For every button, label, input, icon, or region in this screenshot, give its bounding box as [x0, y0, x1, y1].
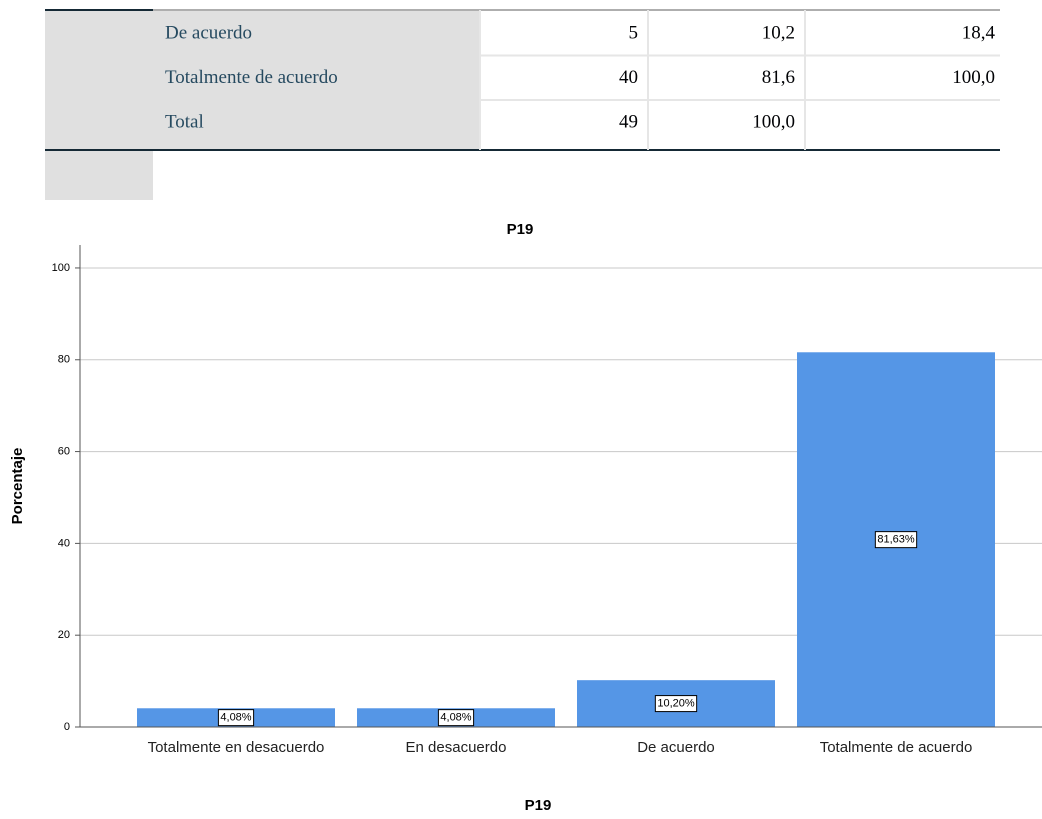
value-label: 4,08% [220, 712, 251, 724]
y-tick-label: 100 [52, 262, 70, 274]
cell: 81,6 [762, 67, 795, 88]
x-tick-label: En desacuerdo [406, 739, 507, 756]
cell: 100,0 [752, 112, 795, 133]
cell: 10,2 [762, 23, 795, 44]
cell: 5 [629, 23, 639, 44]
x-tick-label: De acuerdo [637, 739, 715, 756]
value-label-box [437, 709, 475, 727]
value-label-box [874, 531, 918, 549]
value-label-box [217, 709, 255, 727]
cell: 100,0 [952, 67, 995, 88]
row-label: Totalmente de acuerdo [165, 67, 338, 88]
value-label: 10,20% [657, 697, 695, 709]
x-tick-label: Totalmente de acuerdo [820, 739, 973, 756]
row-header-block [153, 10, 480, 150]
chart-title: P19 [507, 221, 534, 238]
y-tick-label: 20 [58, 629, 70, 641]
value-label: 4,08% [440, 712, 471, 724]
cell: 49 [619, 112, 638, 133]
cell: 40 [619, 67, 638, 88]
chart: P19 P19 Porcentaje 0 20 40 60 80 100 Totalmente e… [9, 221, 1042, 814]
value-label-box [654, 695, 698, 713]
y-tick-label: 60 [58, 445, 70, 457]
value-label: 81,63% [877, 534, 915, 546]
row-label: De acuerdo [165, 23, 252, 44]
cell: 18,4 [962, 23, 996, 44]
table: De acuerdo 5 10,2 18,4 Totalmente de acuerdo… [165, 10, 1000, 150]
y-axis-label: Porcentaje [9, 448, 26, 525]
x-tick-label: Totalmente en desacuerdo [148, 739, 325, 756]
stub-block [45, 10, 153, 200]
y-tick-label: 80 [58, 354, 70, 366]
y-tick-label: 0 [64, 721, 70, 733]
row-label: Total [165, 112, 204, 133]
x-axis-label: P19 [525, 797, 552, 814]
y-tick-label: 40 [58, 537, 70, 549]
